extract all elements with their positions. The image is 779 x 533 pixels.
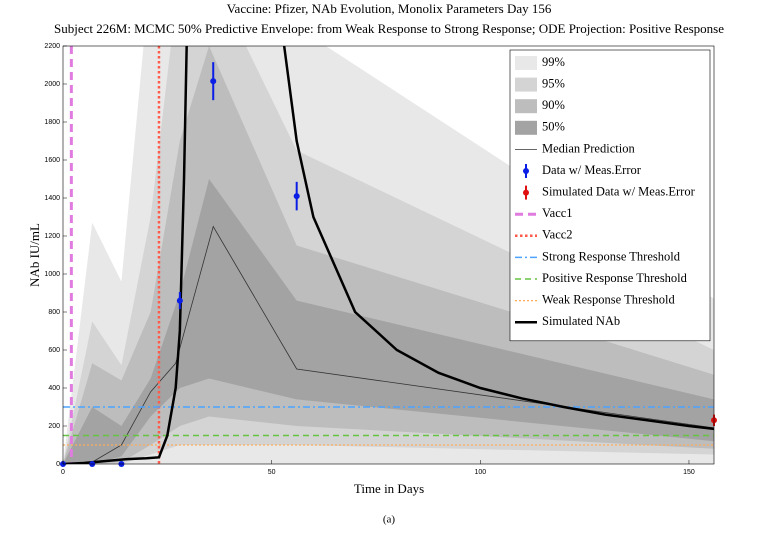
legend-label: 90% [542, 98, 565, 112]
y-tick-label: 400 [48, 385, 60, 392]
band [63, 179, 714, 464]
y-tick-label: 800 [48, 309, 60, 316]
y-tick-label: 1600 [44, 157, 60, 164]
x-tick-label: 50 [268, 469, 276, 476]
legend-swatch [515, 120, 537, 135]
y-axis-label: NAb IU/mL [27, 223, 42, 287]
legend-swatch [515, 56, 537, 70]
y-tick-label: 1400 [44, 195, 60, 202]
y-tick-label: 1200 [44, 233, 60, 240]
legend-label: Positive Response Threshold [542, 271, 688, 285]
legend-label: Simulated Data w/ Meas.Error [542, 184, 696, 198]
legend-swatch [523, 168, 529, 174]
legend-label: Simulated NAb [542, 314, 620, 328]
plot-area [63, 46, 714, 464]
y-tick-label: 2200 [44, 43, 60, 50]
x-axis-label: Time in Days [354, 481, 424, 496]
legend-label: Data w/ Meas.Error [542, 163, 642, 177]
legend-label: Vacc1 [542, 206, 573, 220]
legend-label: Vacc2 [542, 228, 573, 242]
x-tick-label: 150 [683, 469, 695, 476]
y-tick-label: 2000 [44, 81, 60, 88]
data-point [293, 193, 300, 200]
legend-box [509, 49, 711, 342]
line [63, 46, 714, 464]
axes-frame [62, 45, 715, 465]
y-tick-label: 1000 [44, 271, 60, 278]
legend-label: Weak Response Threshold [542, 292, 676, 306]
legend-label: 95% [542, 76, 565, 90]
legend-label: Median Prediction [542, 141, 635, 155]
data-point [176, 297, 183, 304]
legend-label: Strong Response Threshold [542, 249, 681, 263]
legend-label: 50% [542, 120, 565, 134]
data-point [210, 78, 217, 85]
y-tick-label: 1800 [44, 119, 60, 126]
x-tick-label: 0 [61, 469, 65, 476]
y-tick-label: 0 [56, 461, 60, 468]
legend-label: 99% [542, 55, 565, 69]
y-tick-label: 600 [48, 347, 60, 354]
line [63, 225, 714, 464]
legend-swatch [523, 189, 529, 196]
legend-swatch [515, 77, 537, 92]
chart-subtitle: Subject 226M: MCMC 50% Predictive Envelo… [54, 21, 724, 36]
legend: 99% 95% 90% 50% Median Prediction Data w/ Mea… [509, 49, 711, 342]
y-tick-label: 200 [48, 423, 60, 430]
caption: (a) [383, 514, 396, 526]
x-tick-label: 100 [474, 469, 486, 476]
legend-swatch [515, 99, 537, 114]
axes: 0 50 100 150 0 200 400 600 800 1000 1200 1400 1600 18… [44, 43, 717, 476]
chart-title: Vaccine: Pfizer, NAb Evolution, Monolix … [227, 1, 552, 16]
